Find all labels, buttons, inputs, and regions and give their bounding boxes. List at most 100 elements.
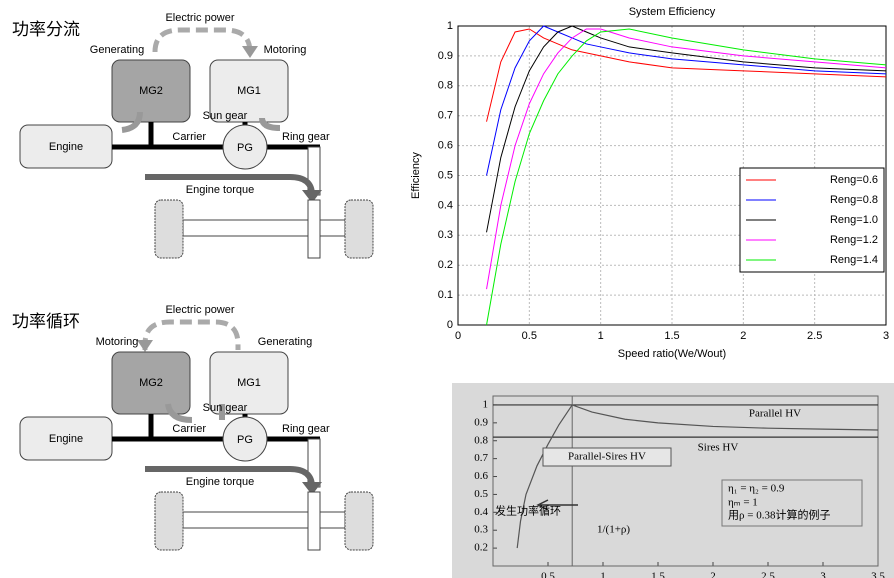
annotation: 发生功率循环 bbox=[495, 504, 561, 518]
y-tick-label: 0.5 bbox=[438, 169, 453, 181]
y-tick-label: 0.3 bbox=[474, 524, 488, 536]
flow-arrow bbox=[121, 111, 143, 133]
x-tick-label: 3.5 bbox=[871, 571, 885, 578]
power-flow-arc bbox=[142, 319, 241, 350]
engine-label: Engine bbox=[49, 433, 83, 445]
legend-label: Reng=0.8 bbox=[830, 194, 878, 206]
y-tick-label: 0.4 bbox=[474, 506, 488, 518]
left-mode-label: Motoring bbox=[96, 336, 139, 348]
x-axis-label: Speed ratio(We/Wout) bbox=[618, 348, 726, 360]
y-axis-label: Efficiency bbox=[410, 152, 422, 199]
mg2-label: MG2 bbox=[139, 85, 163, 97]
title-label: 功率分流 bbox=[12, 20, 80, 40]
series-label: Parallel-Sires HV bbox=[568, 451, 646, 463]
pg-label: PG bbox=[237, 142, 253, 154]
legend-label: Reng=0.6 bbox=[830, 174, 878, 186]
annotation: η₁ = η₂ = 0.9 bbox=[728, 483, 785, 495]
x-tick-label: 0 bbox=[455, 330, 461, 342]
wheel bbox=[344, 199, 374, 259]
legend-label: Reng=1.0 bbox=[830, 214, 878, 226]
flow-arrow bbox=[259, 117, 281, 131]
x-tick-label: 2.5 bbox=[761, 571, 775, 578]
y-tick-label: 0.3 bbox=[438, 229, 453, 241]
annotation: 用ρ = 0.38计算的例子 bbox=[728, 508, 830, 522]
y-tick-label: 0.4 bbox=[438, 199, 453, 211]
series-line bbox=[486, 28, 887, 290]
ring-gear-label: Ring gear bbox=[282, 131, 330, 143]
legend-label: Reng=1.2 bbox=[830, 234, 878, 246]
carrier-label: Carrier bbox=[172, 131, 206, 143]
series-label: Sires HV bbox=[698, 442, 739, 454]
y-tick-label: 0.6 bbox=[474, 470, 488, 482]
axle bbox=[182, 219, 346, 237]
pg-label: PG bbox=[237, 434, 253, 446]
series-line bbox=[486, 28, 887, 122]
legend-label: Reng=1.4 bbox=[830, 254, 878, 266]
mg1-box bbox=[209, 59, 289, 123]
pg-circle bbox=[222, 124, 268, 170]
sun-gear-label: Sun gear bbox=[203, 402, 248, 414]
plot-frame bbox=[457, 25, 887, 326]
torque-arrowhead bbox=[302, 482, 322, 495]
ring-gear-label: Ring gear bbox=[282, 423, 330, 435]
wheel bbox=[154, 199, 184, 259]
y-tick-label: 0.2 bbox=[474, 542, 488, 554]
wheel bbox=[154, 491, 184, 551]
annotation: 1/(1+ρ) bbox=[597, 524, 630, 536]
series-line bbox=[486, 28, 887, 326]
y-tick-label: 0.8 bbox=[438, 80, 453, 92]
plot-frame bbox=[492, 395, 879, 567]
annotation-arrow bbox=[536, 499, 578, 511]
engine-label: Engine bbox=[49, 141, 83, 153]
electric-power-label: Electric power bbox=[165, 304, 234, 316]
y-tick-label: 0.7 bbox=[438, 110, 453, 122]
sun-gear-label: Sun gear bbox=[203, 110, 248, 122]
mg1-box bbox=[209, 351, 289, 415]
torque-arrowhead bbox=[302, 190, 322, 203]
axle-bar bbox=[307, 199, 321, 259]
x-tick-label: 2 bbox=[740, 330, 746, 342]
y-tick-label: 1 bbox=[447, 20, 453, 32]
x-tick-label: 1 bbox=[600, 571, 606, 578]
mg1-label: MG1 bbox=[237, 85, 261, 97]
engine-torque-label: Engine torque bbox=[186, 184, 255, 196]
title-label: 功率循环 bbox=[12, 312, 80, 332]
arc-arrowhead bbox=[242, 46, 258, 58]
label-box bbox=[542, 447, 672, 467]
left-mode-label: Generating bbox=[90, 44, 144, 56]
mg1-label: MG1 bbox=[237, 377, 261, 389]
annotation-box bbox=[721, 479, 863, 527]
series-line bbox=[486, 25, 887, 176]
series-line bbox=[516, 404, 879, 549]
series-label: Parallel HV bbox=[749, 408, 801, 420]
series-line bbox=[486, 25, 887, 233]
arc-arrowhead bbox=[137, 340, 153, 352]
y-tick-label: 0.1 bbox=[438, 289, 453, 301]
y-tick-label: 0 bbox=[447, 319, 453, 331]
power-diagram: 功率循环 Electric power Motoring Generating MG2 M… bbox=[12, 304, 374, 551]
y-tick-label: 0.6 bbox=[438, 140, 453, 152]
y-tick-label: 0.9 bbox=[438, 50, 453, 62]
power-flow-arc bbox=[152, 27, 253, 53]
y-tick-label: 1 bbox=[483, 398, 489, 410]
carrier-label: Carrier bbox=[172, 423, 206, 435]
right-mode-label: Motoring bbox=[264, 44, 307, 56]
y-tick-label: 0.5 bbox=[474, 488, 488, 500]
y-tick-label: 0.8 bbox=[474, 434, 488, 446]
power-diagram: 功率分流 Electric power Generating Motoring MG2 M… bbox=[12, 12, 374, 259]
x-tick-label: 2 bbox=[710, 571, 716, 578]
x-tick-label: 0.5 bbox=[522, 330, 537, 342]
x-tick-label: 0.5 bbox=[541, 571, 555, 578]
y-tick-label: 0.7 bbox=[474, 452, 488, 464]
x-tick-label: 1.5 bbox=[651, 571, 665, 578]
mg2-label: MG2 bbox=[139, 377, 163, 389]
engine-torque-label: Engine torque bbox=[186, 476, 255, 488]
x-tick-label: 2.5 bbox=[807, 330, 822, 342]
electric-power-label: Electric power bbox=[165, 12, 234, 24]
flow-arrow bbox=[165, 403, 193, 423]
y-tick-label: 0.2 bbox=[438, 259, 453, 271]
chart-title: System Efficiency bbox=[629, 6, 716, 18]
right-mode-label: Generating bbox=[258, 336, 312, 348]
y-tick-label: 0.9 bbox=[474, 416, 488, 428]
